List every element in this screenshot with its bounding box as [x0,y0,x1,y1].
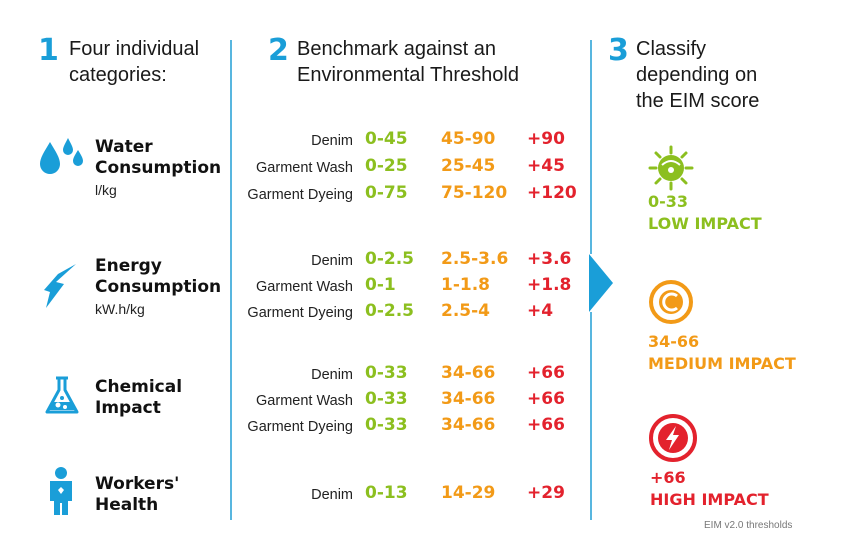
category-title: Energy Consumption [95,256,222,297]
footnote: EIM v2.0 thresholds [704,520,793,531]
threshold-row: Garment Wash 0-33 34-66 +66 [0,388,861,414]
water-drops-icon [40,138,83,174]
medium-impact-label: MEDIUM IMPACT [648,354,796,373]
row-label: Denim [311,133,353,149]
medium-value: 14-29 [441,483,496,503]
row-label: Denim [311,253,353,269]
high-impact-range: +66 [650,468,686,487]
high-value: +4 [527,301,554,321]
high-value: +66 [527,389,565,409]
low-impact-sun-icon [648,145,694,191]
high-value: +120 [527,183,577,203]
threshold-row: Denim 0-45 45-90 +90 [0,128,861,154]
medium-value: 1-1.8 [441,275,490,295]
row-label: Garment Dyeing [247,187,353,203]
medium-value: 2.5-4 [441,301,490,321]
threshold-row: Garment Dyeing 0-75 75-120 +120 [0,182,861,208]
low-impact-range: 0-33 [648,192,689,211]
high-value: +66 [527,415,565,435]
high-value: +29 [527,483,565,503]
row-label: Garment Wash [256,393,353,409]
row-label: Garment Wash [256,279,353,295]
threshold-row: Denim 0-2.5 2.5-3.6 +3.6 [0,248,861,274]
high-value: +66 [527,363,565,383]
low-value: 0-1 [365,275,396,295]
high-impact-bolt-icon [649,414,697,462]
low-value: 0-33 [365,389,408,409]
medium-impact-icon [649,280,693,324]
row-label: Garment Wash [256,160,353,176]
step-3-heading: Classify depending on the EIM score [636,38,760,112]
arrow-right-icon [589,254,613,312]
category-water: Water Consumption l/kg [95,137,221,198]
low-value: 0-33 [365,363,408,383]
step-3-number: 3 [608,33,629,68]
category-title: Chemical Impact [95,377,183,418]
threshold-row: Garment Wash 0-1 1-1.8 +1.8 [0,274,861,300]
threshold-row: Garment Dyeing 0-33 34-66 +66 [0,414,861,440]
medium-value: 34-66 [441,363,496,383]
row-label: Denim [311,487,353,503]
high-value: +45 [527,156,565,176]
category-title: Water Consumption [95,137,222,178]
category-unit: kW.h/kg [95,301,145,317]
low-value: 0-2.5 [365,249,414,269]
high-value: +90 [527,129,565,149]
row-label: Denim [311,367,353,383]
high-value: +3.6 [527,249,572,269]
category-unit: l/kg [95,182,117,198]
threshold-row: Denim 0-33 34-66 +66 [0,362,861,388]
threshold-row: Garment Dyeing 0-2.5 2.5-4 +4 [0,300,861,326]
low-impact-label: LOW IMPACT [648,214,762,233]
row-label: Garment Dyeing [247,305,353,321]
step-2-number: 2 [268,33,289,68]
flask-icon [45,376,79,414]
worker-icon [50,467,72,515]
medium-impact-range: 34-66 [648,332,700,351]
low-value: 0-33 [365,415,408,435]
category-chemical: Chemical Impact [95,377,182,419]
low-value: 0-25 [365,156,408,176]
medium-value: 2.5-3.6 [441,249,509,269]
low-value: 0-45 [365,129,408,149]
divider-right [590,40,592,254]
row-label: Garment Dyeing [247,419,353,435]
low-value: 0-13 [365,483,408,503]
category-workers: Workers' Health [95,474,179,516]
threshold-row: Garment Wash 0-25 25-45 +45 [0,155,861,181]
category-title: Workers' Health [95,474,180,515]
medium-value: 75-120 [441,183,508,203]
threshold-row: Denim 0-13 14-29 +29 [0,482,861,508]
high-value: +1.8 [527,275,572,295]
category-energy: Energy Consumption kW.h/kg [95,256,221,317]
medium-value: 34-66 [441,389,496,409]
step-1-number: 1 [38,33,59,68]
low-value: 0-2.5 [365,301,414,321]
step-1-heading: Four individual categories: [69,38,200,86]
medium-value: 34-66 [441,415,496,435]
high-impact-label: HIGH IMPACT [650,490,769,509]
divider-left [230,40,232,520]
step-2-heading: Benchmark against an Environmental Thres… [297,38,519,86]
low-value: 0-75 [365,183,408,203]
medium-value: 25-45 [441,156,496,176]
lightning-bolt-icon [44,264,76,308]
divider-right-lower [590,312,592,520]
medium-value: 45-90 [441,129,496,149]
